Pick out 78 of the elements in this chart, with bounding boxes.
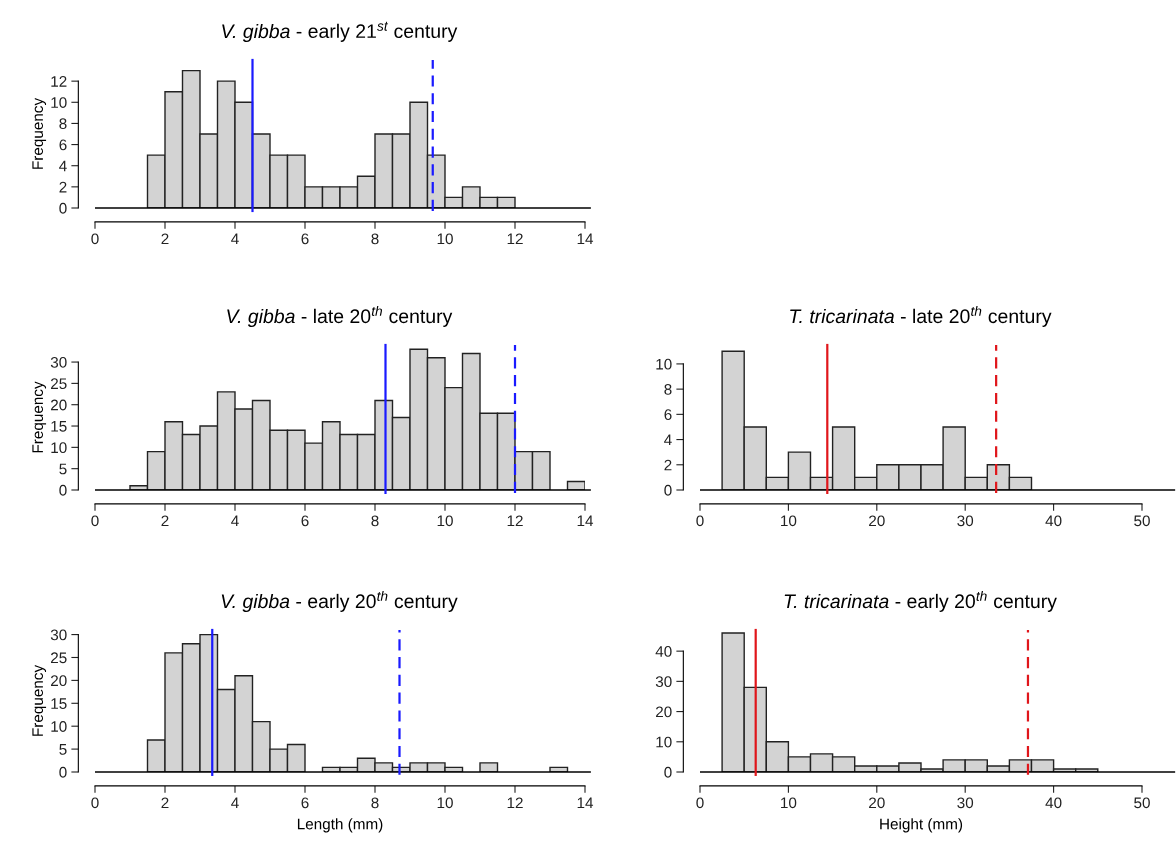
- y-tick-label: 6: [59, 139, 67, 151]
- y-tick-label: 10: [656, 736, 672, 748]
- x-tick-label: 14: [577, 233, 594, 245]
- y-tick-label: 30: [655, 676, 672, 688]
- x-tick-label: 50: [1134, 515, 1150, 527]
- y-tick-label: 10: [51, 97, 67, 108]
- x-tick-label: 4: [231, 797, 239, 809]
- y-tick-label: 20: [656, 706, 672, 718]
- x-tick-label: 0: [696, 797, 704, 809]
- y-tick-label: 25: [51, 378, 67, 390]
- y-tick-label: 40: [655, 646, 672, 657]
- y-tick-label: 20: [51, 399, 67, 411]
- x-tick-label: 0: [696, 515, 704, 527]
- y-tick-label: 8: [664, 384, 672, 395]
- chart-title: T. tricarinata - late 20$^{th}$ century: [790, 305, 1052, 327]
- chart-title: V. gibba - early 20$^{th}$ century: [221, 590, 458, 613]
- y-tick-label: 30: [50, 356, 67, 368]
- x-tick-label: 14: [577, 515, 594, 527]
- x-tick-label: 30: [957, 797, 974, 809]
- x-tick-label: 8: [371, 797, 379, 809]
- y-tick-label: 2: [664, 459, 672, 471]
- x-tick-label: 10: [437, 797, 453, 809]
- x-tick-label: 4: [231, 233, 239, 245]
- y-tick-label: 30: [50, 629, 67, 641]
- x-tick-label: 6: [301, 233, 309, 245]
- x-tick-label: 40: [1045, 797, 1062, 809]
- x-tick-label: 2: [161, 797, 169, 809]
- chart-title: T. tricarinata - early 20$^{th}$ century: [784, 590, 1057, 612]
- x-tick-label: 8: [371, 233, 379, 245]
- y-tick-label: 0: [59, 766, 67, 778]
- x-tick-label: 30: [957, 515, 974, 527]
- y-tick-label: 2: [59, 181, 67, 193]
- x-tick-label: 40: [1045, 515, 1062, 527]
- y-tick-label: 5: [59, 463, 67, 475]
- y-tick-label: 0: [59, 202, 67, 214]
- x-tick-label: 10: [437, 515, 453, 527]
- y-axis-title: Frequency: [32, 381, 47, 453]
- x-tick-label: 8: [371, 515, 379, 527]
- y-tick-label: 10: [51, 442, 67, 454]
- y-tick-label: 10: [656, 358, 672, 370]
- y-tick-label: 15: [51, 698, 67, 709]
- x-tick-label: 0: [91, 797, 99, 809]
- x-tick-label: 10: [781, 515, 797, 527]
- y-tick-label: 0: [664, 484, 672, 496]
- x-tick-label: 6: [301, 797, 309, 809]
- y-tick-label: 0: [664, 766, 672, 778]
- y-tick-label: 8: [59, 118, 67, 130]
- y-tick-label: 0: [59, 484, 67, 496]
- y-tick-label: 15: [51, 421, 67, 432]
- x-tick-label: 2: [161, 515, 169, 527]
- x-tick-label: 2: [161, 233, 169, 245]
- x-tick-label: 4: [231, 515, 239, 527]
- x-tick-label: 50: [1134, 797, 1150, 809]
- x-tick-label: 20: [869, 515, 885, 527]
- x-tick-label: 12: [507, 797, 523, 809]
- x-tick-label: 0: [91, 515, 99, 527]
- y-tick-label: 6: [664, 409, 672, 421]
- y-axis-title: Frequency: [32, 664, 47, 736]
- chart-title: V. gibba - early 21$^{st}$ century: [222, 21, 458, 43]
- y-tick-label: 4: [59, 160, 67, 172]
- y-axis-title: Frequency: [32, 97, 47, 169]
- y-tick-label: 10: [51, 721, 67, 732]
- y-tick-label: 12: [51, 76, 67, 87]
- x-tick-label: 12: [507, 233, 523, 245]
- x-tick-label: 6: [301, 515, 309, 527]
- x-axis-title: Length (mm): [297, 818, 383, 833]
- y-tick-label: 5: [59, 744, 67, 755]
- x-tick-label: 10: [781, 797, 797, 809]
- chart-title: V. gibba - late 20$^{th}$ century: [227, 305, 453, 328]
- y-tick-label: 4: [664, 434, 672, 446]
- x-tick-label: 14: [577, 797, 594, 809]
- y-tick-label: 20: [51, 675, 67, 687]
- x-tick-label: 0: [91, 233, 99, 245]
- x-tick-label: 20: [869, 797, 885, 809]
- x-tick-label: 10: [437, 233, 453, 245]
- y-tick-label: 25: [51, 652, 67, 664]
- x-axis-title: Height (mm): [880, 818, 963, 833]
- x-tick-label: 12: [507, 515, 523, 527]
